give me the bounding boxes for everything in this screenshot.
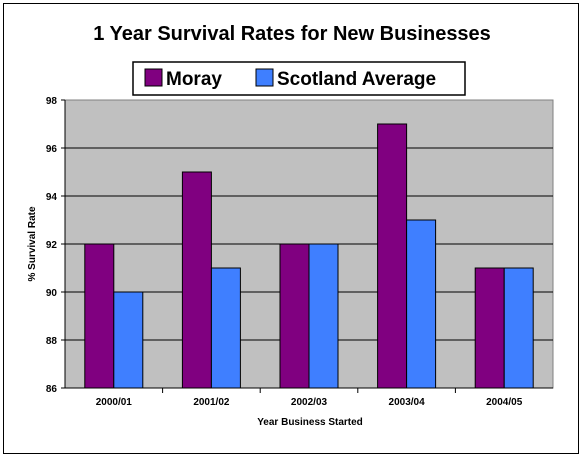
x-tick-label: 2002/03 bbox=[291, 397, 328, 408]
bar-scotland-average-2002-03 bbox=[308, 243, 339, 389]
y-tick-label: 88 bbox=[46, 336, 58, 347]
x-tick-labels: 2000/01 2001/02 2002/03 2003/04 2004/05 bbox=[96, 397, 523, 408]
y-tick-labels: 86 88 90 92 94 96 98 bbox=[46, 96, 58, 395]
axes bbox=[61, 99, 553, 393]
bars bbox=[84, 123, 534, 389]
x-tick-label: 2004/05 bbox=[486, 397, 523, 408]
y-tick-label: 86 bbox=[46, 384, 58, 395]
bar-moray-2004-05 bbox=[474, 267, 505, 389]
bar-moray-2003-04 bbox=[377, 123, 408, 389]
legend-swatch-scotland-average bbox=[255, 68, 274, 87]
y-tick-label: 90 bbox=[46, 288, 58, 299]
legend-box bbox=[132, 61, 466, 96]
bar-scotland-average-2003-04 bbox=[406, 219, 437, 389]
bar-moray-2001-02 bbox=[181, 171, 212, 389]
y-axis-label: % Survival Rate bbox=[27, 206, 38, 281]
bar-scotland-average-2004-05 bbox=[503, 267, 534, 389]
legend-label-scotland-average: Scotland Average bbox=[277, 69, 436, 90]
chart-title: 1 Year Survival Rates for New Businesses bbox=[93, 23, 491, 45]
legend-swatch-moray bbox=[144, 68, 163, 87]
y-tick-label: 98 bbox=[46, 96, 58, 107]
y-tick-label: 96 bbox=[46, 144, 58, 155]
legend-label-moray: Moray bbox=[166, 69, 222, 90]
x-tick-label: 2000/01 bbox=[96, 397, 133, 408]
y-tick-label: 92 bbox=[46, 240, 58, 251]
bar-moray-2000-01 bbox=[84, 243, 115, 389]
legend: Moray Scotland Average bbox=[132, 61, 466, 96]
x-tick-label: 2003/04 bbox=[389, 397, 426, 408]
bar-scotland-average-2001-02 bbox=[210, 267, 241, 389]
bar-scotland-average-2000-01 bbox=[113, 291, 144, 389]
y-tick-label: 94 bbox=[46, 192, 58, 203]
x-axis-label: Year Business Started bbox=[257, 417, 363, 428]
bar-moray-2002-03 bbox=[279, 243, 310, 389]
x-tick-label: 2001/02 bbox=[193, 397, 230, 408]
